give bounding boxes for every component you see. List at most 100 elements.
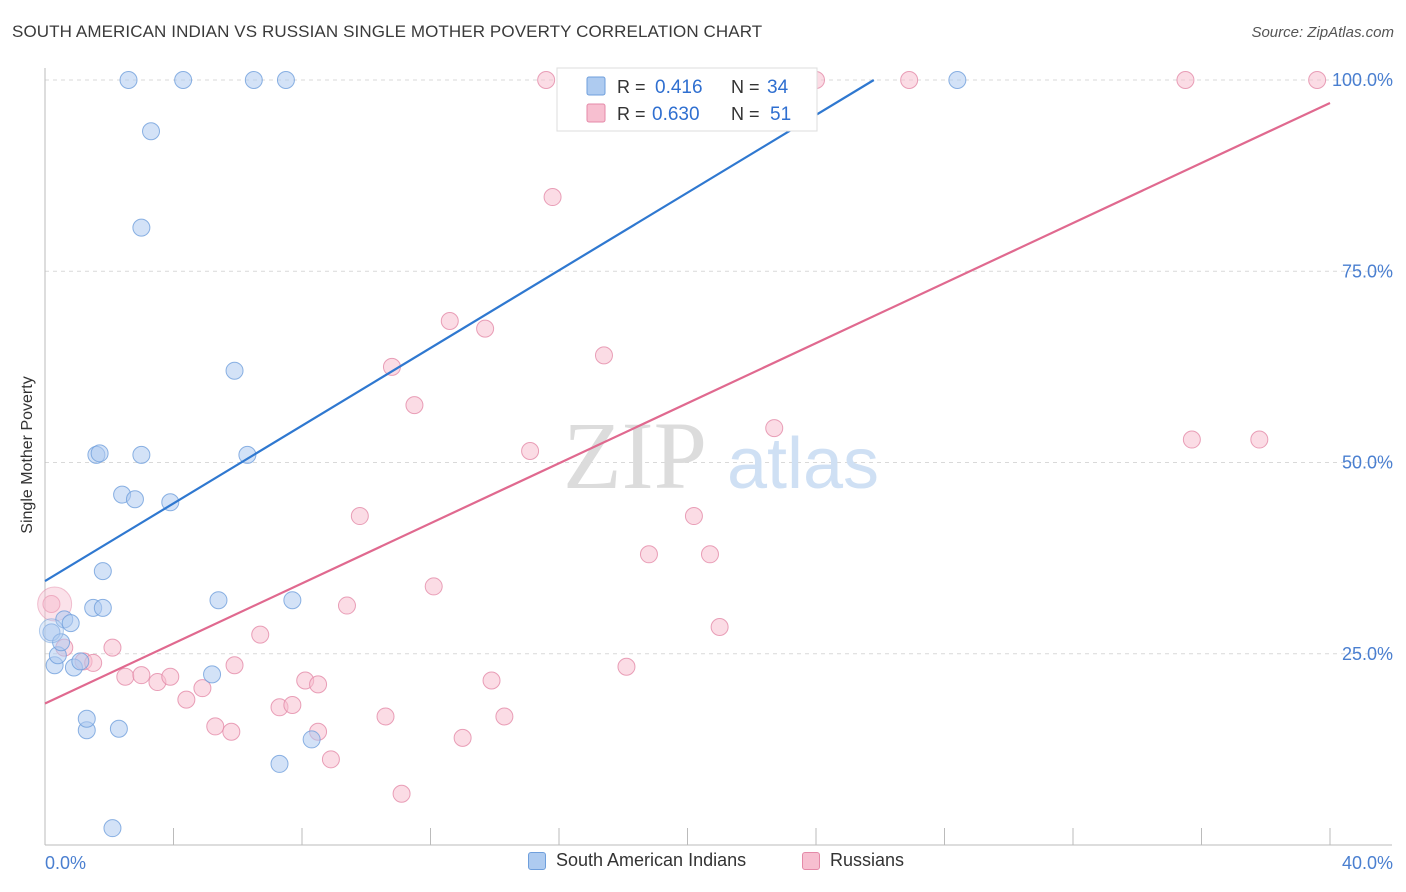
point-russians bbox=[482, 671, 501, 690]
point-russians bbox=[132, 666, 151, 685]
point-russians bbox=[495, 707, 514, 726]
point-russians bbox=[321, 750, 340, 769]
point-south-american-indians bbox=[244, 71, 263, 89]
y-tick-label: 25.0% bbox=[1342, 644, 1393, 664]
russians-points bbox=[37, 71, 1327, 803]
point-south-american-indians bbox=[119, 71, 138, 89]
chart-title: SOUTH AMERICAN INDIAN VS RUSSIAN SINGLE … bbox=[12, 22, 763, 41]
point-russians bbox=[543, 188, 562, 207]
point-south-american-indians bbox=[174, 71, 193, 89]
legend-r-value-1: 0.416 bbox=[655, 77, 703, 98]
watermark-atlas: atlas bbox=[727, 424, 879, 504]
point-russians bbox=[193, 679, 212, 698]
point-south-american-indians bbox=[276, 71, 295, 89]
point-south-american-indians bbox=[90, 444, 109, 463]
axes bbox=[44, 68, 1392, 846]
point-russians bbox=[177, 690, 196, 709]
legend-n-label-1: N = bbox=[731, 77, 760, 97]
correlation-legend: R = 0.416 N = 34 R = 0.630 N = 51 bbox=[556, 67, 818, 132]
point-south-american-indians bbox=[109, 719, 128, 738]
legend-swatch-pink bbox=[586, 103, 606, 123]
point-russians bbox=[765, 419, 784, 438]
south-american-indians-points bbox=[38, 71, 967, 838]
watermark: ZIP atlas bbox=[563, 402, 879, 509]
point-russians bbox=[639, 545, 658, 564]
x-tick-label: 0.0% bbox=[45, 853, 86, 873]
point-south-american-indians bbox=[203, 665, 222, 684]
legend-label-south-american-indians: South American Indians bbox=[556, 850, 747, 870]
point-russians bbox=[337, 596, 356, 615]
point-russians bbox=[1182, 430, 1201, 449]
source-credit: Source: ZipAtlas.com bbox=[1251, 24, 1394, 41]
point-russians bbox=[405, 396, 424, 415]
trend-lines bbox=[44, 79, 1331, 705]
legend-swatch-blue bbox=[528, 851, 546, 870]
tick-labels: 25.0% 50.0% 75.0% 100.0% 0.0% 40.0% bbox=[45, 70, 1393, 873]
point-south-american-indians bbox=[71, 652, 90, 671]
point-south-american-indians bbox=[132, 218, 151, 237]
point-russians bbox=[42, 595, 61, 614]
point-russians bbox=[1308, 71, 1327, 89]
point-south-american-indians bbox=[132, 445, 151, 464]
legend-r-label-2: R = bbox=[617, 104, 646, 124]
legend-swatch-blue bbox=[586, 76, 606, 96]
point-russians bbox=[309, 675, 328, 694]
point-russians bbox=[537, 71, 556, 89]
point-russians bbox=[900, 71, 919, 89]
point-russians bbox=[684, 507, 703, 526]
legend-swatch-pink bbox=[802, 851, 820, 870]
legend-r-value-2: 0.630 bbox=[652, 104, 700, 125]
point-russians bbox=[521, 442, 540, 461]
point-russians bbox=[710, 617, 729, 636]
gridlines bbox=[45, 79, 1392, 655]
trend-line-russians bbox=[44, 101, 1331, 705]
point-south-american-indians bbox=[142, 122, 161, 141]
point-south-american-indians bbox=[125, 490, 144, 509]
point-russians bbox=[206, 717, 225, 736]
point-russians bbox=[116, 667, 135, 686]
point-south-american-indians bbox=[93, 598, 112, 617]
point-russians bbox=[251, 625, 270, 644]
legend-item-south-american-indians: South American Indians bbox=[528, 850, 746, 871]
point-russians bbox=[476, 319, 495, 338]
point-south-american-indians bbox=[270, 754, 289, 773]
legend-n-value-1: 34 bbox=[767, 77, 789, 98]
point-south-american-indians bbox=[103, 819, 122, 838]
point-russians bbox=[453, 728, 472, 747]
point-south-american-indians bbox=[61, 614, 80, 633]
point-russians bbox=[392, 784, 411, 803]
point-russians bbox=[1176, 71, 1195, 89]
point-russians bbox=[1250, 430, 1269, 449]
point-south-american-indians bbox=[283, 591, 302, 610]
trend-line-south-american-indians bbox=[44, 79, 875, 583]
point-south-american-indians bbox=[161, 493, 180, 512]
legend-label-russians: Russians bbox=[830, 850, 905, 870]
point-south-american-indians bbox=[209, 591, 228, 610]
point-russians bbox=[222, 722, 241, 741]
x-tick-label: 40.0% bbox=[1342, 853, 1393, 873]
point-russians bbox=[103, 638, 122, 657]
point-russians bbox=[594, 346, 613, 365]
legend-item-russians: Russians bbox=[802, 850, 904, 871]
point-south-american-indians bbox=[93, 562, 112, 581]
watermark-zip: ZIP bbox=[563, 402, 707, 509]
legend-n-value-2: 51 bbox=[770, 104, 791, 125]
point-south-american-indians bbox=[948, 71, 967, 89]
point-russians bbox=[424, 577, 443, 596]
legend-n-label-2: N = bbox=[731, 104, 760, 124]
point-russians bbox=[283, 696, 302, 715]
point-russians bbox=[161, 667, 180, 686]
point-south-american-indians bbox=[77, 709, 96, 728]
y-tick-label: 75.0% bbox=[1342, 261, 1393, 281]
legend-r-label-1: R = bbox=[617, 77, 646, 97]
series-legend: South American Indians Russians bbox=[0, 850, 1406, 880]
point-russians bbox=[617, 657, 636, 676]
point-russians bbox=[225, 656, 244, 675]
point-russians bbox=[350, 507, 369, 526]
point-russians bbox=[440, 311, 459, 330]
y-tick-label: 50.0% bbox=[1342, 453, 1393, 473]
point-south-american-indians bbox=[302, 730, 321, 749]
point-russians bbox=[700, 545, 719, 564]
point-russians bbox=[376, 707, 395, 726]
